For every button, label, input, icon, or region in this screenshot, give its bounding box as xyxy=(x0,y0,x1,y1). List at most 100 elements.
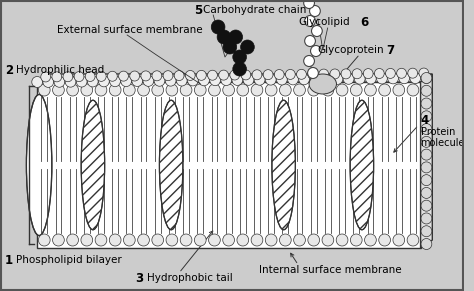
Circle shape xyxy=(223,234,235,246)
Circle shape xyxy=(305,15,315,26)
Circle shape xyxy=(217,30,231,44)
Circle shape xyxy=(365,73,376,84)
Circle shape xyxy=(393,84,405,96)
Circle shape xyxy=(81,234,93,246)
Ellipse shape xyxy=(27,95,52,235)
Circle shape xyxy=(95,84,107,96)
Circle shape xyxy=(388,73,399,84)
Circle shape xyxy=(233,62,246,76)
Circle shape xyxy=(87,76,98,87)
Circle shape xyxy=(310,74,320,85)
Circle shape xyxy=(194,84,206,96)
Circle shape xyxy=(310,6,320,17)
Circle shape xyxy=(137,234,149,246)
Circle shape xyxy=(109,84,121,96)
Circle shape xyxy=(188,75,198,86)
Circle shape xyxy=(410,73,421,84)
Ellipse shape xyxy=(159,100,183,230)
Circle shape xyxy=(219,70,228,80)
Circle shape xyxy=(232,74,243,86)
Circle shape xyxy=(254,74,265,85)
Text: 1: 1 xyxy=(5,253,13,267)
Circle shape xyxy=(399,73,410,84)
Text: External surface membrane: External surface membrane xyxy=(57,25,202,35)
Circle shape xyxy=(252,70,262,80)
Circle shape xyxy=(108,71,117,81)
Ellipse shape xyxy=(350,100,374,230)
Circle shape xyxy=(421,85,432,96)
Text: 3: 3 xyxy=(135,272,143,285)
Circle shape xyxy=(421,226,432,237)
Circle shape xyxy=(241,70,251,80)
Circle shape xyxy=(152,84,164,96)
Circle shape xyxy=(355,73,365,84)
Circle shape xyxy=(421,72,432,84)
Circle shape xyxy=(81,84,93,96)
Circle shape xyxy=(154,75,165,86)
Circle shape xyxy=(308,84,319,96)
Circle shape xyxy=(65,76,76,87)
Circle shape xyxy=(32,77,43,88)
Circle shape xyxy=(294,234,305,246)
Circle shape xyxy=(243,74,254,85)
Circle shape xyxy=(53,84,64,96)
Circle shape xyxy=(330,69,340,79)
Circle shape xyxy=(285,70,295,79)
Circle shape xyxy=(63,72,73,82)
Circle shape xyxy=(322,234,334,246)
Circle shape xyxy=(211,20,225,34)
Text: Phospholipid bilayer: Phospholipid bilayer xyxy=(16,255,121,265)
Circle shape xyxy=(407,84,419,96)
Circle shape xyxy=(310,45,321,56)
Text: 7: 7 xyxy=(386,43,394,56)
Circle shape xyxy=(43,76,54,87)
Polygon shape xyxy=(37,74,432,82)
Circle shape xyxy=(166,234,178,246)
Circle shape xyxy=(141,71,151,81)
Circle shape xyxy=(124,84,135,96)
Circle shape xyxy=(393,234,405,246)
Circle shape xyxy=(408,68,418,78)
Circle shape xyxy=(180,234,192,246)
Circle shape xyxy=(421,72,432,84)
Circle shape xyxy=(209,234,220,246)
Circle shape xyxy=(304,0,314,8)
Circle shape xyxy=(176,75,187,86)
Circle shape xyxy=(163,71,173,81)
Circle shape xyxy=(365,84,376,96)
Circle shape xyxy=(229,30,243,44)
Circle shape xyxy=(311,26,322,36)
Circle shape xyxy=(208,70,218,80)
Circle shape xyxy=(297,69,306,79)
Circle shape xyxy=(294,84,305,96)
Circle shape xyxy=(209,84,220,96)
Circle shape xyxy=(322,84,334,96)
Circle shape xyxy=(299,74,310,85)
Circle shape xyxy=(194,234,206,246)
Circle shape xyxy=(421,187,432,198)
Circle shape xyxy=(363,69,373,79)
Circle shape xyxy=(421,136,432,147)
Circle shape xyxy=(38,84,50,96)
Circle shape xyxy=(379,234,391,246)
Circle shape xyxy=(174,71,184,81)
Circle shape xyxy=(350,84,362,96)
Text: molecule: molecule xyxy=(420,138,465,148)
Circle shape xyxy=(265,84,277,96)
Circle shape xyxy=(210,75,220,86)
Circle shape xyxy=(74,72,84,81)
Text: 4: 4 xyxy=(420,113,429,127)
Circle shape xyxy=(376,73,387,84)
Circle shape xyxy=(336,234,348,246)
Circle shape xyxy=(280,84,291,96)
Circle shape xyxy=(143,75,154,86)
Circle shape xyxy=(124,234,135,246)
Circle shape xyxy=(365,234,376,246)
Circle shape xyxy=(237,234,249,246)
Text: 5: 5 xyxy=(194,3,202,17)
Circle shape xyxy=(38,234,50,246)
Circle shape xyxy=(109,234,121,246)
Bar xyxy=(37,82,420,248)
Circle shape xyxy=(67,84,79,96)
Text: Hydrophobic tail: Hydrophobic tail xyxy=(147,273,232,283)
